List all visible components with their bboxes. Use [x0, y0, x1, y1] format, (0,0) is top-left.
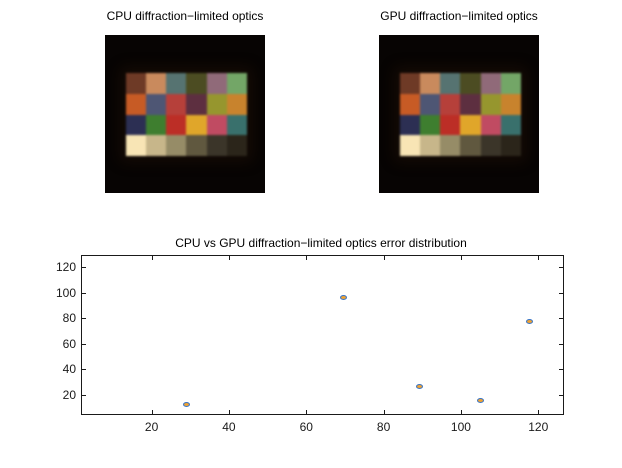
x-tick-label: 100 [450, 420, 471, 434]
y-tick [559, 369, 563, 371]
checker-patch [226, 73, 247, 94]
gpu-image-title: GPU diffraction−limited optics [380, 9, 538, 23]
checker-patch [206, 73, 227, 94]
checker-patch [186, 114, 207, 136]
checker-patch [400, 135, 421, 156]
scatter-point [525, 318, 533, 324]
scatter-point [182, 402, 190, 408]
y-tick [82, 394, 86, 396]
x-tick [538, 256, 540, 260]
checker-grid [400, 73, 521, 156]
y-tick [559, 292, 563, 294]
x-tick [538, 410, 540, 414]
y-tick-label: 120 [55, 260, 76, 275]
checker-patch [500, 73, 521, 94]
y-tick [82, 267, 86, 269]
checker-patch [186, 135, 207, 156]
x-tick [306, 256, 308, 260]
checker-patch [460, 114, 481, 136]
y-tick [82, 318, 86, 320]
y-tick [82, 343, 86, 345]
checker-patch [440, 114, 461, 136]
x-tick-label: 120 [528, 420, 549, 434]
checker-patch [166, 93, 187, 115]
checker-patch [166, 73, 187, 94]
error-distribution-plot: 20 40 60 80 100 120 20 40 60 80 100 120 [56, 255, 564, 434]
checker-patch [440, 93, 461, 115]
scatter-point [476, 397, 484, 403]
checker-patch [146, 93, 167, 115]
checker-patch [480, 73, 501, 94]
checker-patch [186, 93, 207, 115]
checker-patch [400, 73, 421, 94]
x-tick [383, 410, 385, 414]
checker-patch [226, 114, 247, 136]
checker-patch [480, 93, 501, 115]
checker-patch [206, 114, 227, 136]
gpu-optics-image [379, 35, 539, 193]
checker-patch [420, 93, 441, 115]
checker-patch [500, 135, 521, 156]
checker-patch [440, 73, 461, 94]
y-tick [82, 292, 86, 294]
checker-patch [460, 93, 481, 115]
checker-patch [420, 73, 441, 94]
checker-patch [400, 114, 421, 136]
x-tick-label: 80 [376, 420, 391, 434]
x-tick [460, 256, 462, 260]
y-tick-label: 60 [62, 336, 76, 351]
cpu-optics-image [105, 35, 265, 193]
checker-patch [226, 93, 247, 115]
checker-patch [460, 135, 481, 156]
y-tick [559, 343, 563, 345]
y-tick-label: 80 [62, 311, 76, 326]
checker-patch [126, 114, 147, 136]
checker-patch [166, 114, 187, 136]
y-tick [82, 369, 86, 371]
x-tick-label: 60 [299, 420, 313, 434]
y-tick [559, 267, 563, 269]
y-tick-label: 40 [62, 362, 76, 377]
checker-patch [206, 93, 227, 115]
checker-patch [206, 135, 227, 156]
y-tick-label: 100 [55, 285, 76, 300]
scatter-point [416, 384, 424, 390]
y-tick-label: 20 [62, 387, 76, 402]
checker-patch [126, 135, 147, 156]
checker-patch [186, 73, 207, 94]
x-tick [460, 410, 462, 414]
x-tick [228, 410, 230, 414]
checker-patch [126, 73, 147, 94]
checker-patch [146, 114, 167, 136]
x-tick [151, 410, 153, 414]
x-tick-label: 20 [144, 420, 159, 434]
checker-patch [166, 135, 187, 156]
x-tick [306, 410, 308, 414]
checker-patch [500, 114, 521, 136]
checker-grid [126, 73, 247, 156]
checker-patch [460, 73, 481, 94]
checker-patch [400, 93, 421, 115]
scatter-point [340, 295, 348, 301]
checker-patch [126, 93, 147, 115]
y-tick [559, 394, 563, 396]
checker-patch [480, 135, 501, 156]
checker-patch [226, 135, 247, 156]
cpu-image-title: CPU diffraction−limited optics [106, 9, 264, 23]
checker-patch [146, 135, 167, 156]
y-tick [559, 318, 563, 320]
checker-patch [420, 135, 441, 156]
x-tick-label: 40 [222, 420, 236, 434]
checker-patch [480, 114, 501, 136]
x-tick [383, 256, 385, 260]
error-plot-title: CPU vs GPU diffraction−limited optics er… [175, 236, 467, 250]
checker-patch [420, 114, 441, 136]
checker-patch [146, 73, 167, 94]
checker-patch [500, 93, 521, 115]
x-tick [151, 256, 153, 260]
checker-patch [440, 135, 461, 156]
x-tick [228, 256, 230, 260]
